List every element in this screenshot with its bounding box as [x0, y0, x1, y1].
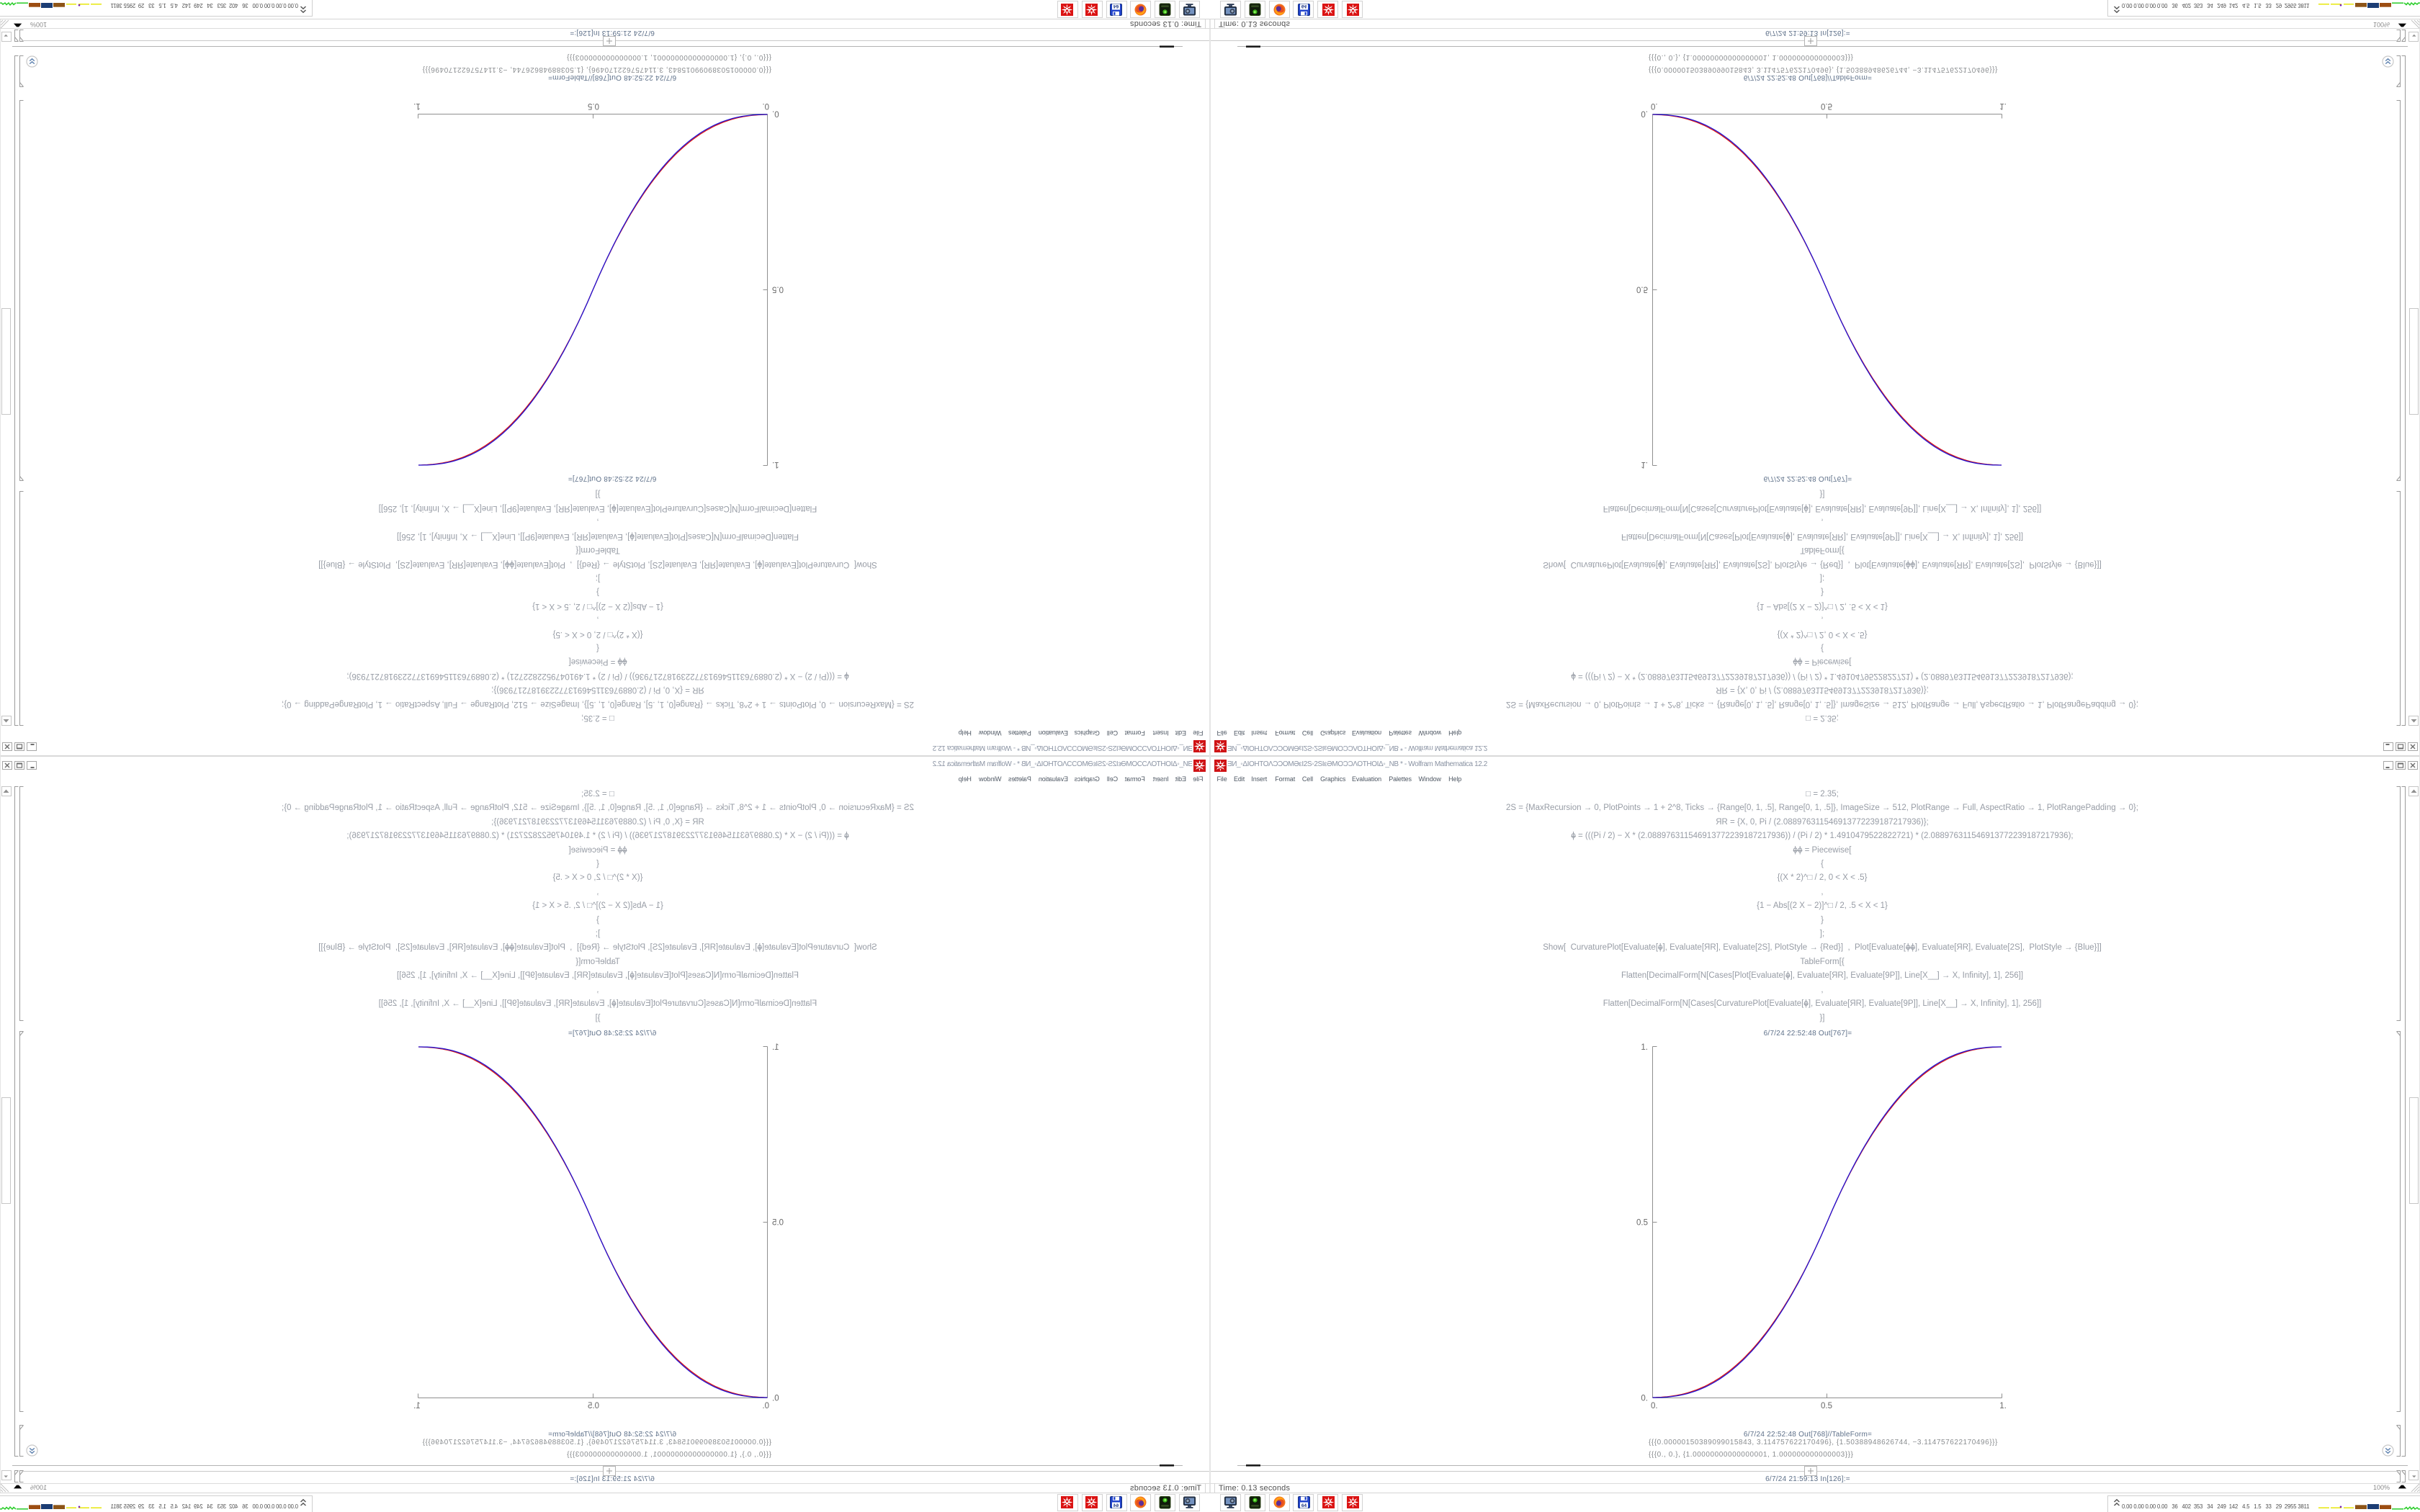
- svg-text:0.: 0.: [1651, 102, 1658, 110]
- svg-text:0.5: 0.5: [588, 1402, 599, 1410]
- svg-text:0.: 0.: [1641, 1395, 1648, 1403]
- svg-text:0.: 0.: [1641, 109, 1648, 118]
- svg-text:0.5: 0.5: [772, 1219, 784, 1228]
- svg-text:0.5: 0.5: [1821, 102, 1832, 110]
- svg-text:0.5: 0.5: [1636, 1219, 1648, 1228]
- svg-text:1.: 1.: [1999, 1402, 2007, 1410]
- svg-text:0.: 0.: [762, 102, 769, 110]
- svg-text:0.: 0.: [772, 1395, 779, 1403]
- svg-text:1.: 1.: [1641, 460, 1648, 469]
- svg-text:1.: 1.: [772, 460, 779, 469]
- svg-text:64: 64: [1301, 4, 1307, 9]
- svg-text:0.: 0.: [762, 1402, 769, 1410]
- svg-text:1.: 1.: [413, 102, 421, 110]
- svg-text:1.: 1.: [772, 1043, 779, 1052]
- svg-text:0.5: 0.5: [772, 285, 784, 294]
- svg-text:1.: 1.: [1999, 102, 2007, 110]
- svg-text:64: 64: [1113, 4, 1119, 9]
- svg-text:0.5: 0.5: [588, 102, 599, 110]
- svg-text:0.: 0.: [772, 109, 779, 118]
- svg-text:1.: 1.: [1641, 1043, 1648, 1052]
- svg-text:0.5: 0.5: [1821, 1402, 1832, 1410]
- svg-text:1.: 1.: [413, 1402, 421, 1410]
- svg-text:0.5: 0.5: [1636, 285, 1648, 294]
- svg-text:64: 64: [1113, 1503, 1119, 1508]
- svg-text:0.: 0.: [1651, 1402, 1658, 1410]
- svg-text:64: 64: [1301, 1503, 1307, 1508]
